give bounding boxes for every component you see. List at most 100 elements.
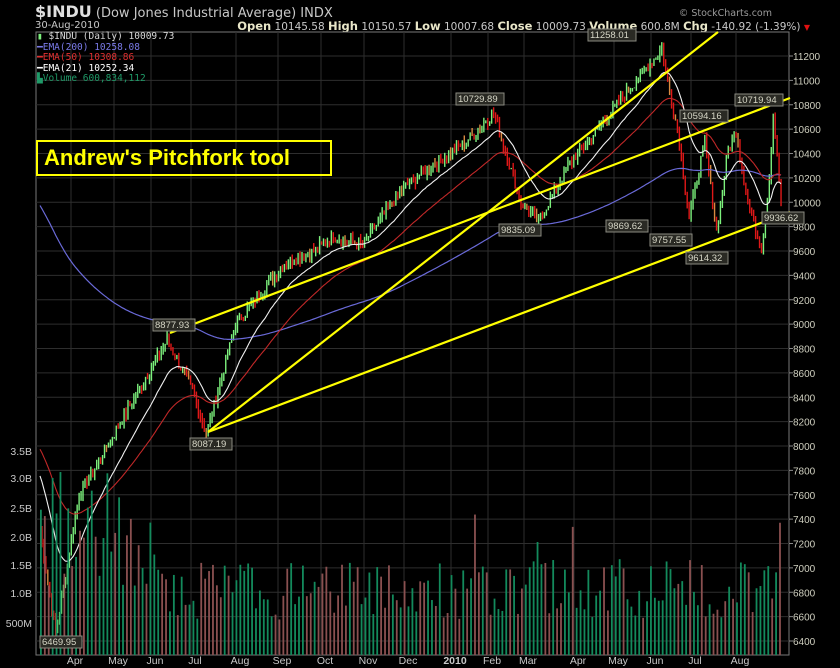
- line-icon: ━: [37, 41, 43, 53]
- price-label-tag: 9869.62: [605, 219, 649, 233]
- low-value: 10007.68: [443, 21, 495, 33]
- brand-watermark: © StockCharts.com: [678, 8, 772, 19]
- price-bars: [41, 42, 782, 637]
- svg-text:8000: 8000: [793, 442, 816, 453]
- svg-text:Jun: Jun: [647, 655, 664, 667]
- svg-text:9835.09: 9835.09: [501, 225, 535, 236]
- svg-text:Nov: Nov: [359, 655, 378, 667]
- svg-text:9614.32: 9614.32: [688, 253, 722, 264]
- open-label: Open: [237, 19, 272, 33]
- pitchfork-annotation: Andrew's Pitchfork tool: [36, 140, 332, 176]
- svg-text:Mar: Mar: [519, 655, 538, 667]
- svg-text:500M: 500M: [6, 618, 32, 630]
- line-icon: ━: [37, 52, 43, 63]
- high-value: 10150.57: [361, 21, 412, 33]
- price-label-tag: 11258.01: [587, 28, 637, 42]
- open-value: 10145.58: [274, 21, 325, 33]
- line-icon: ━: [37, 62, 43, 74]
- svg-text:8400: 8400: [793, 393, 816, 404]
- svg-text:Jul: Jul: [688, 655, 701, 667]
- symbol: $INDU: [35, 2, 92, 21]
- price-label-tag: 9936.62: [761, 211, 805, 225]
- svg-text:Aug: Aug: [231, 655, 250, 667]
- svg-text:2.5B: 2.5B: [10, 503, 32, 515]
- chart-legend: ▮ $INDU (Daily) 10009.73 ━EMA(200) 10258…: [37, 31, 175, 85]
- svg-text:Dec: Dec: [399, 655, 418, 667]
- svg-text:9757.55: 9757.55: [652, 235, 686, 246]
- chart-date: 30-Aug-2010: [35, 20, 100, 31]
- chart-title: $INDU (Dow Jones Industrial Average) IND…: [35, 2, 333, 21]
- svg-text:Jul: Jul: [188, 655, 201, 667]
- svg-text:10719.94: 10719.94: [737, 95, 777, 106]
- symbol-name: (Dow Jones Industrial Average) INDX: [95, 6, 333, 21]
- svg-text:9200: 9200: [793, 296, 816, 307]
- legend-item-ema50: ━EMA(50) 10308.86: [37, 52, 135, 63]
- svg-text:6800: 6800: [793, 588, 816, 599]
- price-label-tag: 10729.89: [455, 92, 505, 106]
- svg-text:11258.01: 11258.01: [590, 30, 629, 41]
- price-label-tag: 10719.94: [734, 93, 784, 107]
- svg-text:Apr: Apr: [570, 655, 587, 667]
- svg-text:10200: 10200: [793, 174, 821, 185]
- legend-item-ema21: ━EMA(21) 10252.34: [37, 62, 135, 74]
- candle-icon: ▮: [37, 31, 43, 42]
- svg-text:7000: 7000: [793, 564, 816, 575]
- svg-text:Apr: Apr: [67, 655, 84, 667]
- svg-text:10729.89: 10729.89: [458, 94, 498, 105]
- svg-text:Feb: Feb: [483, 655, 501, 667]
- svg-text:8087.19: 8087.19: [192, 439, 226, 450]
- volume-icon: ▙: [37, 73, 43, 84]
- legend-item-volume: ▙Volume 600,834,112: [37, 73, 146, 84]
- volume-bars: [40, 472, 781, 655]
- svg-text:2010: 2010: [443, 655, 467, 667]
- price-stats: Open 10145.58 High 10150.57 Low 10007.68…: [237, 19, 810, 33]
- svg-text:6400: 6400: [793, 637, 816, 648]
- svg-text:7600: 7600: [793, 491, 816, 502]
- svg-text:3.5B: 3.5B: [10, 446, 32, 458]
- svg-text:Jun: Jun: [147, 655, 164, 667]
- svg-text:9869.62: 9869.62: [608, 221, 642, 232]
- svg-text:11000: 11000: [793, 76, 821, 87]
- svg-text:9936.62: 9936.62: [764, 213, 798, 224]
- svg-text:10400: 10400: [793, 150, 821, 161]
- price-label-tag: 6469.95: [39, 635, 83, 649]
- svg-text:8600: 8600: [793, 369, 816, 380]
- svg-text:8877.93: 8877.93: [155, 320, 189, 331]
- svg-text:9000: 9000: [793, 320, 816, 331]
- svg-text:May: May: [608, 655, 629, 667]
- svg-text:1.5B: 1.5B: [10, 560, 32, 572]
- price-label-tag: 9757.55: [649, 233, 693, 247]
- svg-text:6600: 6600: [793, 613, 816, 624]
- svg-text:Sep: Sep: [273, 655, 292, 667]
- legend-item-price: ▮ $INDU (Daily) 10009.73: [37, 31, 175, 42]
- chg-value: -140.92 (-1.39%): [711, 21, 801, 33]
- svg-text:7400: 7400: [793, 515, 816, 526]
- svg-text:7800: 7800: [793, 466, 816, 477]
- pitchfork-lines: [169, 31, 791, 434]
- svg-text:9400: 9400: [793, 271, 816, 282]
- low-label: Low: [414, 19, 441, 33]
- svg-text:2.0B: 2.0B: [10, 532, 32, 544]
- legend-item-ema200: ━EMA(200) 10258.08: [37, 41, 140, 53]
- volume-value: 600.8M: [640, 21, 680, 33]
- svg-text:10800: 10800: [793, 101, 821, 112]
- svg-text:Aug: Aug: [731, 655, 750, 667]
- price-label-tag: 10594.16: [679, 109, 729, 123]
- price-label-tag: 9614.32: [685, 251, 729, 265]
- price-label-tag: 8877.93: [152, 318, 196, 332]
- svg-text:10600: 10600: [793, 125, 821, 136]
- svg-text:Oct: Oct: [317, 655, 333, 667]
- svg-text:8200: 8200: [793, 418, 816, 429]
- svg-text:May: May: [108, 655, 129, 667]
- price-label-tag: 9835.09: [498, 223, 542, 237]
- high-label: High: [327, 19, 358, 33]
- svg-text:8800: 8800: [793, 345, 816, 356]
- price-label-tag: 8087.19: [189, 437, 233, 451]
- svg-text:6469.95: 6469.95: [42, 637, 76, 648]
- svg-text:9600: 9600: [793, 247, 816, 258]
- svg-text:10000: 10000: [793, 198, 821, 209]
- close-value: 10009.73: [535, 21, 586, 33]
- svg-text:10594.16: 10594.16: [682, 111, 722, 122]
- down-arrow-icon: ▼: [803, 23, 810, 32]
